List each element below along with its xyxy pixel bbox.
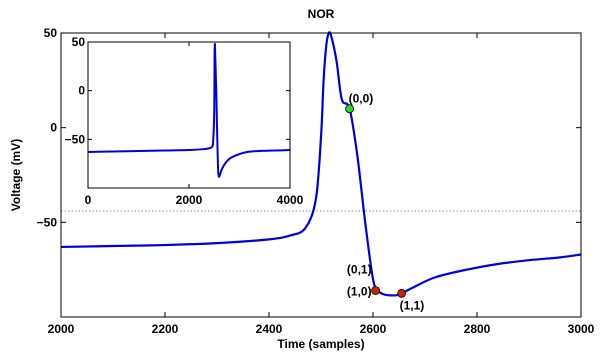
inset-voltage-trace-line	[87, 42, 291, 178]
state-markers: (0,0) (0,1) (1,0) (1,1)	[345, 92, 425, 312]
inset-y-tick-label: 50	[72, 35, 86, 49]
main-x-ticks: 2000 2200 2400 2600 2800 3000	[48, 33, 595, 336]
y-tick-label: 50	[44, 26, 58, 40]
chart-title: NOR	[308, 7, 335, 21]
x-axis-label: Time (samples)	[277, 337, 364, 351]
inset-x-tick-label: 2000	[176, 193, 203, 207]
state-marker	[345, 104, 355, 114]
x-tick-label: 3000	[568, 322, 595, 336]
x-tick-label: 2600	[360, 322, 387, 336]
x-tick-label: 2400	[256, 322, 283, 336]
inset-x-ticks: 0 2000 4000	[85, 42, 304, 207]
x-tick-label: 2000	[48, 322, 75, 336]
state-marker-label: (0,0)	[349, 92, 374, 106]
main-y-ticks: 50 0 −50	[37, 26, 581, 229]
inset-y-ticks: 50 0 −50	[65, 35, 290, 146]
y-axis-label: Voltage (mV)	[9, 139, 23, 211]
inset-plot-background	[88, 42, 290, 188]
state-marker-label: (0,1)	[347, 262, 372, 276]
state-marker	[397, 288, 407, 298]
x-tick-label: 2200	[152, 322, 179, 336]
x-tick-label: 2800	[464, 322, 491, 336]
inset-y-tick-label: 0	[78, 84, 85, 98]
state-marker-label: (1,0)	[347, 284, 372, 298]
state-marker	[371, 286, 381, 295]
inset-x-tick-label: 0	[85, 193, 92, 207]
main-plot-frame	[60, 32, 582, 318]
y-tick-label: 0	[50, 121, 57, 135]
state-marker-label: (1,1)	[400, 298, 425, 312]
y-tick-label: −50	[37, 215, 58, 229]
inset-x-tick-label: 4000	[277, 193, 304, 207]
inset-axes: 0 2000 4000 50 0 −50	[65, 35, 304, 207]
inset-y-tick-label: −50	[65, 132, 86, 146]
